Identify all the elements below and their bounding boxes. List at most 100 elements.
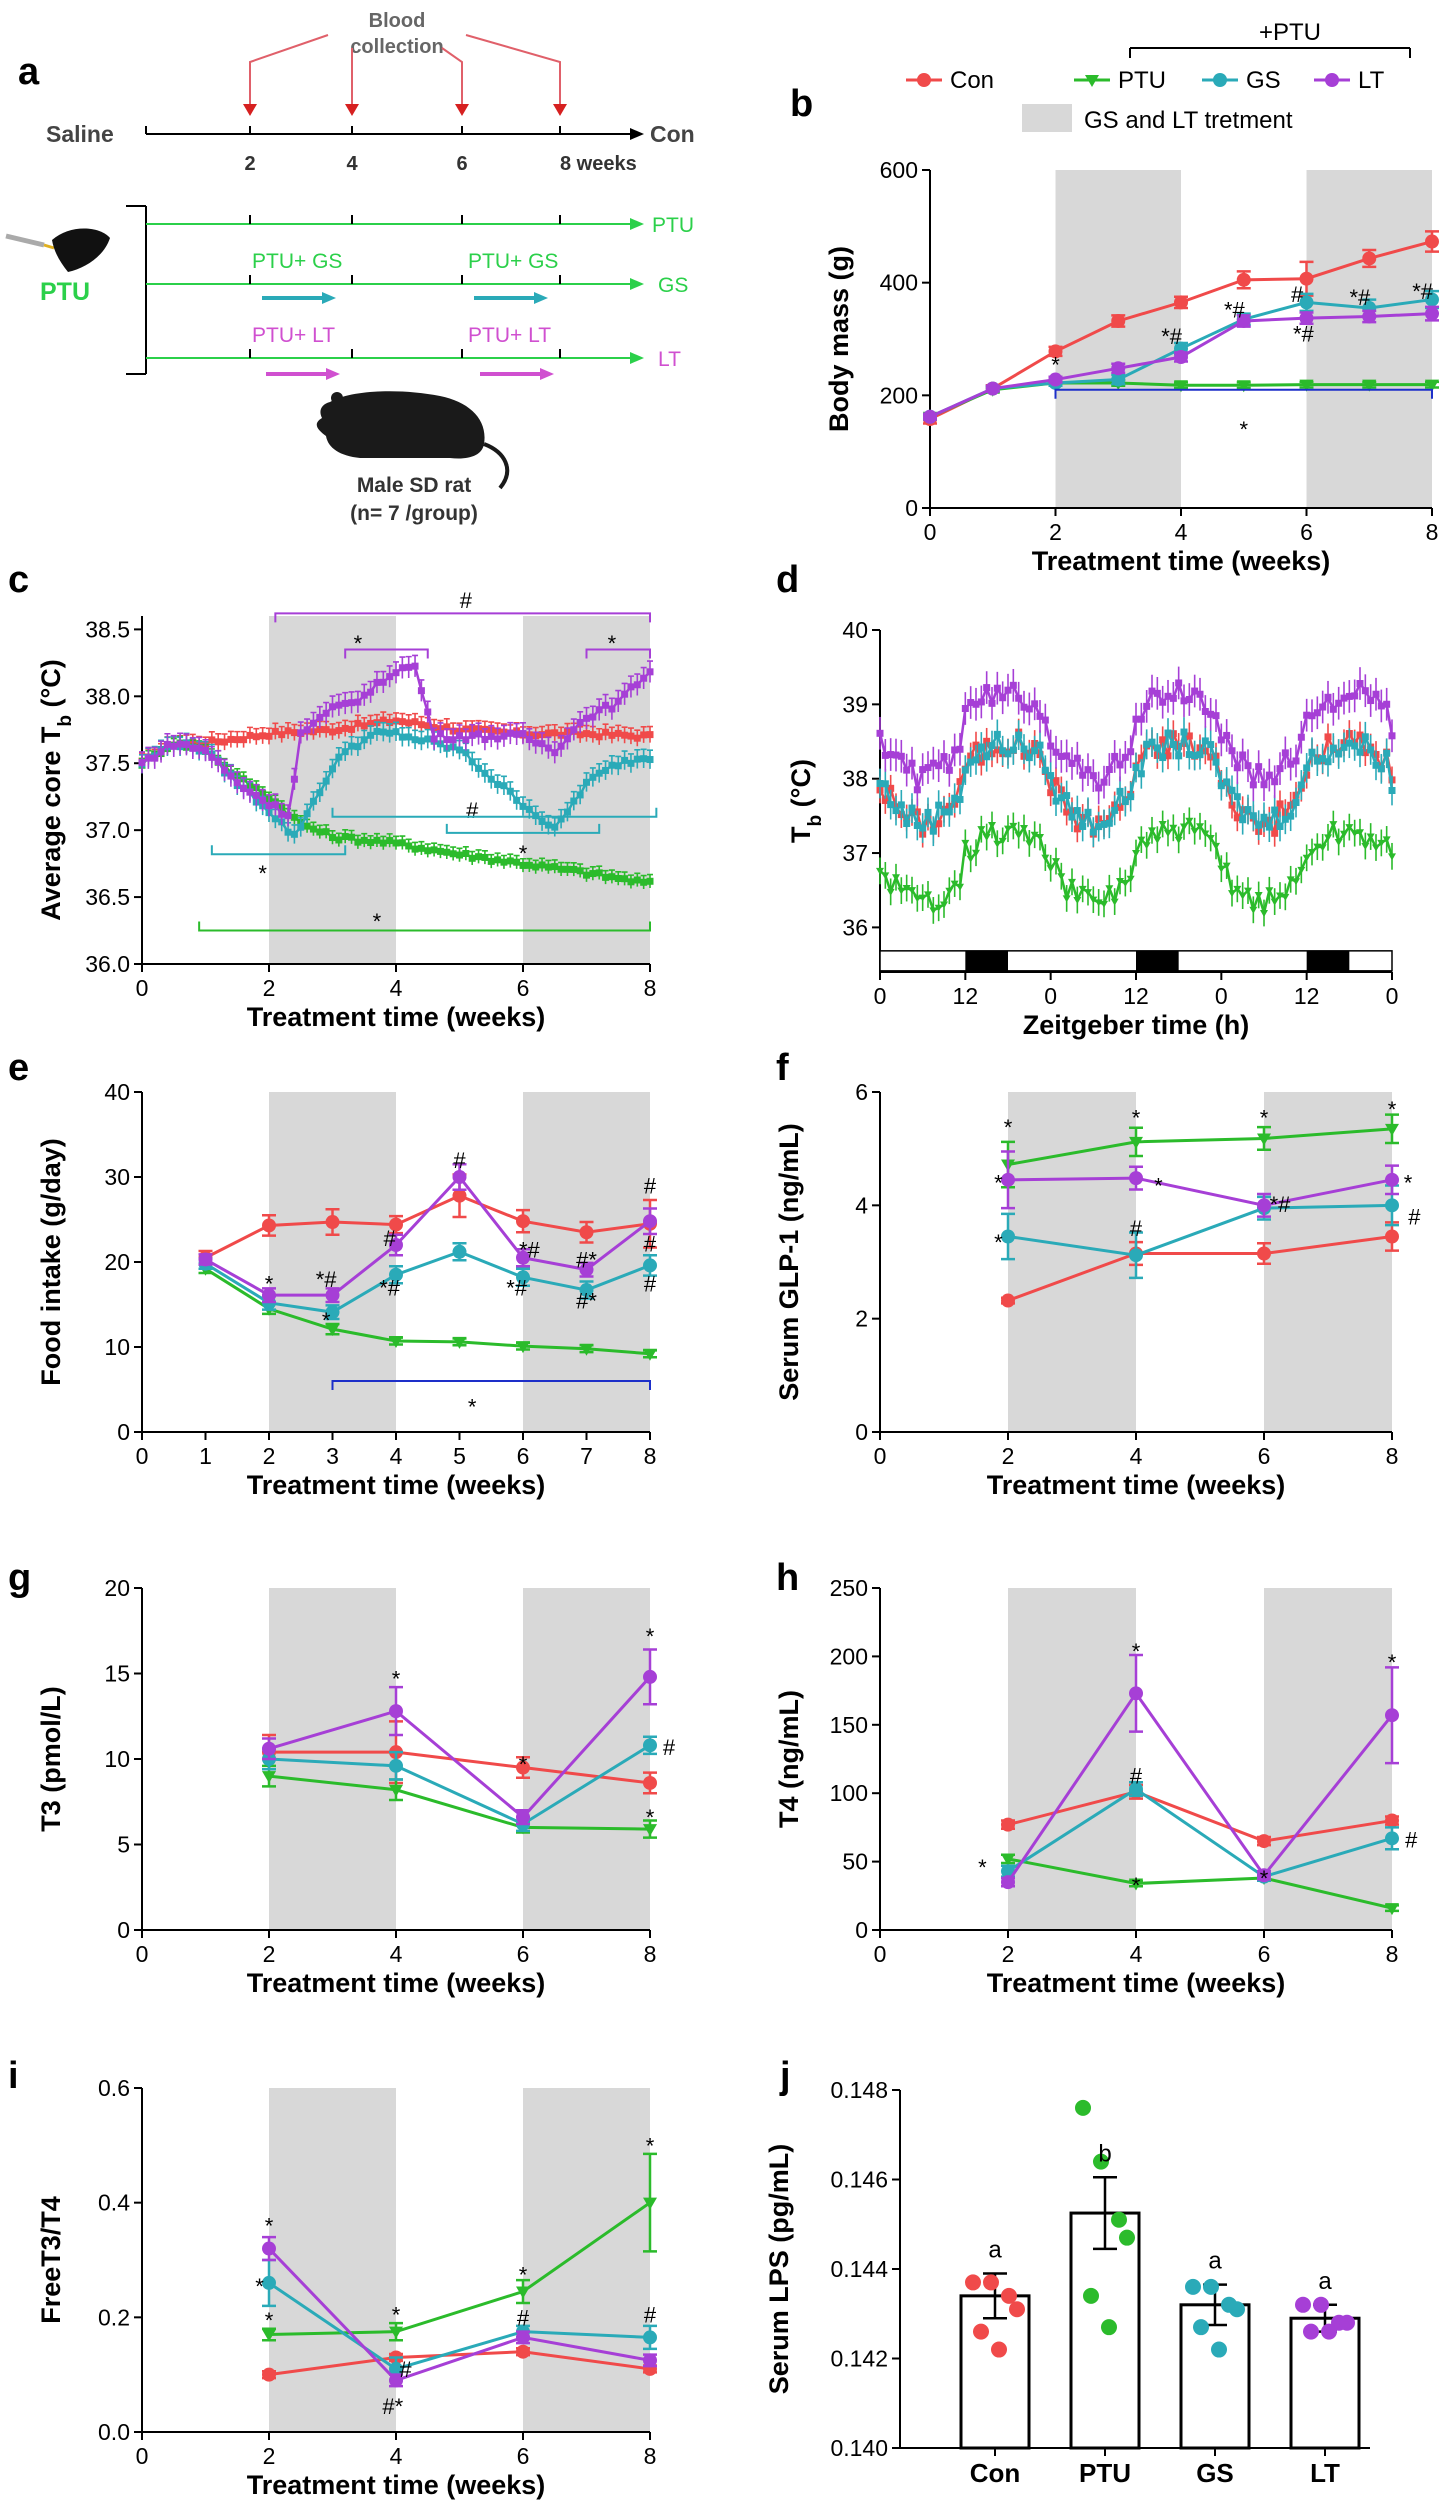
data-point-PTU (589, 870, 597, 878)
data-point-GS (1201, 737, 1209, 745)
significance-bracket-1 (344, 648, 429, 659)
data-point-PTU (386, 837, 394, 845)
data-point-PTU (1110, 898, 1119, 906)
data-point-LT (1244, 762, 1252, 770)
panel-letter-g: g (8, 1557, 31, 1599)
data-point-LT (1201, 708, 1209, 716)
data-point-LT (887, 751, 895, 759)
data-point-LT (233, 779, 241, 787)
data-point-LT (202, 747, 209, 755)
data-point-PTU (481, 853, 489, 861)
data-point-GS (309, 797, 317, 805)
data-point-Con (1385, 1229, 1399, 1244)
data-point-PTU (595, 869, 603, 877)
data-point-PTU (475, 853, 483, 861)
significance-bracket-6 (198, 921, 651, 932)
data-point-LT (1153, 689, 1161, 697)
data-point-GS (1111, 806, 1119, 814)
data-point-LT (1287, 760, 1295, 768)
y-tick-label: 0.140 (830, 2435, 888, 2461)
data-point-GS (538, 817, 546, 825)
series-line-GS (268, 2281, 651, 2371)
significance-mark-1: * (994, 1171, 1003, 1196)
data-point-Con (621, 731, 629, 739)
data-point-GS (367, 731, 375, 739)
data-point-LT (316, 713, 324, 721)
data-point-LT (1004, 686, 1012, 694)
rat-caption-2: (n= 7 /group) (350, 502, 478, 525)
data-point-GS (1169, 740, 1177, 748)
data-point-PTU (988, 821, 996, 829)
data-point-PTU (462, 849, 470, 857)
y-tick-label: 4 (855, 1192, 868, 1218)
y-tick-label: 0.0 (98, 2419, 130, 2445)
data-point-GS (500, 782, 508, 790)
data-point-LT (487, 732, 495, 740)
panel-letter-b: b (790, 83, 813, 125)
y-axis-title: Food intake (g/day) (36, 1138, 66, 1386)
data-point-PTU (1093, 2153, 1109, 2170)
data-point-LT (138, 759, 146, 767)
data-point-GS (1105, 819, 1113, 827)
data-point-PTU (643, 2197, 657, 2210)
data-point-PTU (1217, 865, 1226, 873)
data-point-GS (614, 762, 622, 770)
data-point-LT (967, 699, 975, 707)
data-point-Con (1385, 1813, 1399, 1828)
data-point-GS (1385, 1831, 1399, 1846)
data-point-GS (1025, 754, 1033, 762)
data-point-GS (913, 821, 921, 829)
data-point-GS (519, 802, 527, 810)
data-point-PTU (1299, 379, 1314, 392)
x-tick-label: 6 (517, 2443, 530, 2469)
error-bar-PTU (1093, 2176, 1117, 2251)
x-tick-label: 2 (1002, 1443, 1015, 1469)
data-point-LT (643, 1669, 657, 1684)
data-point-LT (1001, 1172, 1015, 1187)
data-point-PTU (411, 845, 419, 853)
data-point-Con (379, 716, 387, 724)
significance-mark-9: * (1404, 1171, 1413, 1196)
data-point-GS (1276, 822, 1284, 830)
series-line-GS (204, 1250, 651, 1314)
y-tick-label: 0 (905, 495, 918, 521)
data-point-PTU (329, 834, 336, 842)
data-point-Con (398, 718, 406, 726)
data-point-GS (1281, 815, 1289, 823)
data-point-LT (1340, 694, 1348, 702)
data-point-Con (443, 723, 451, 731)
data-point-GS (1196, 751, 1204, 759)
series-LT (138, 654, 654, 827)
data-point-LT (208, 753, 216, 761)
y-tick-label: 20 (104, 1575, 130, 1601)
data-point-GS (354, 743, 362, 751)
data-point-LT (163, 740, 171, 748)
series-line-GS (268, 1744, 651, 1826)
significance-mark-4: # (399, 2357, 412, 2382)
x-tick-label: 7 (580, 1443, 593, 1469)
data-point-PTU (506, 857, 514, 865)
data-point-Con (965, 2274, 981, 2291)
data-point-PTU (398, 839, 406, 847)
data-point-PTU (1083, 2287, 1099, 2304)
data-point-Con (329, 728, 336, 736)
data-point-PTU (1078, 885, 1087, 893)
data-point-LT (1180, 697, 1188, 705)
data-point-LT (462, 736, 470, 744)
data-point-LT (417, 687, 425, 695)
data-point-LT (392, 669, 400, 677)
data-point-LT (1196, 690, 1204, 698)
data-point-PTU (1100, 900, 1108, 908)
data-point-PTU (886, 888, 895, 896)
data-point-GS (1079, 822, 1087, 830)
data-point-GS (1212, 758, 1220, 766)
significance-mark-2: * (519, 841, 528, 866)
data-point-LT (595, 706, 603, 714)
data-point-PTU (1052, 858, 1060, 866)
data-point-Con (1001, 1817, 1015, 1832)
data-point-Con (1001, 2287, 1017, 2304)
data-point-PTU (1174, 836, 1183, 844)
data-point-GS (271, 815, 279, 823)
y-axis-title-main: Average core T (36, 726, 66, 921)
